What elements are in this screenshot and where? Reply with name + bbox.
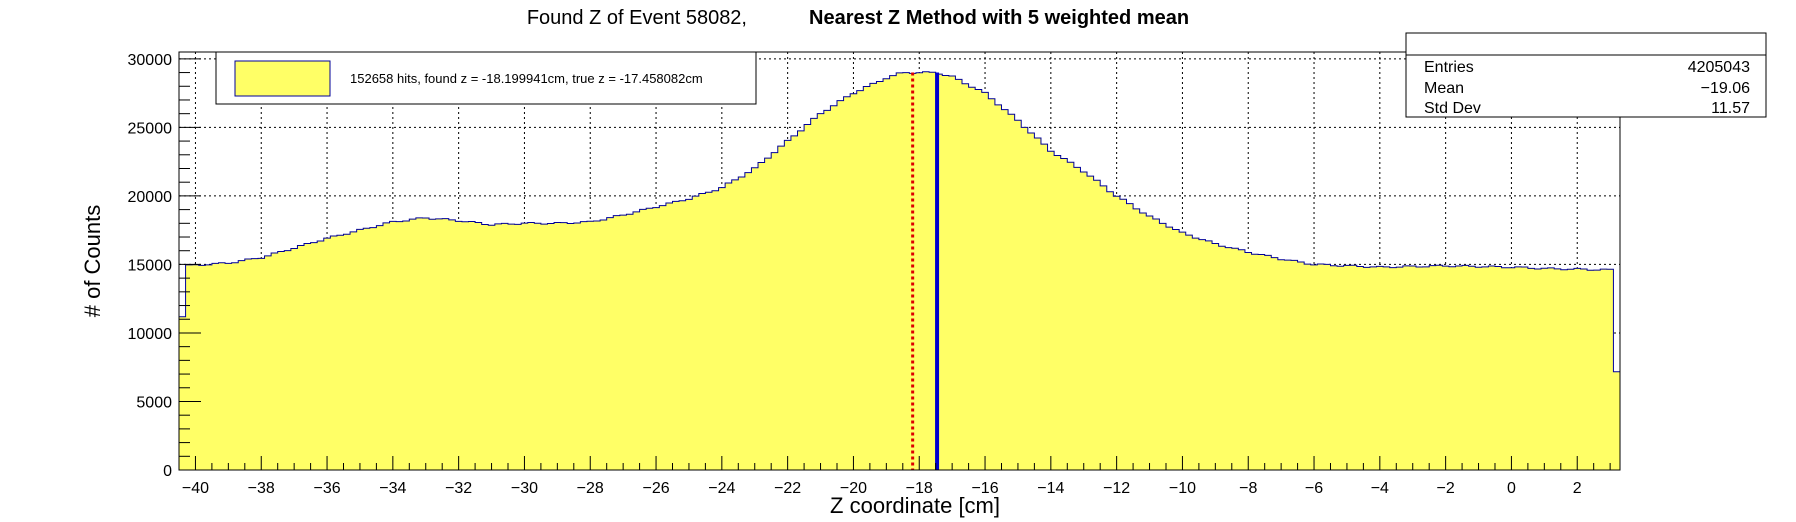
x-tick-label: −16 (971, 480, 998, 497)
x-tick-label: −12 (1103, 480, 1130, 497)
x-tick-label: −2 (1437, 480, 1455, 497)
x-tick-label: −28 (577, 480, 604, 497)
x-tick-label: −34 (379, 480, 406, 497)
x-tick-label: −30 (511, 480, 538, 497)
x-tick-label: −26 (642, 480, 669, 497)
legend-text: 152658 hits, found z = -18.199941cm, tru… (350, 71, 703, 86)
stats-box: Entries 4205043 Mean −19.06 Std Dev 11.5… (1405, 32, 1767, 118)
x-tick-label: −36 (313, 480, 340, 497)
stats-entries-value: 4205043 (1688, 59, 1750, 76)
x-tick-label: −8 (1239, 480, 1257, 497)
legend-box: 152658 hits, found z = -18.199941cm, tru… (215, 51, 757, 105)
stats-mean-label: Mean (1424, 80, 1464, 97)
x-tick-label: −18 (906, 480, 933, 497)
x-axis: −40 −38 −36 −34 −32 −30 −28 −26 −24 −22 −20 −18 −16−… (178, 456, 1620, 497)
marker-lines (911, 72, 940, 470)
y-axis-label: # of Counts (80, 205, 105, 318)
y-tick-label: 10000 (128, 326, 173, 343)
y-tick-label: 0 (163, 463, 172, 480)
x-tick-label: −20 (840, 480, 867, 497)
x-tick-label: 0 (1507, 480, 1516, 497)
y-tick-label: 30000 (128, 52, 173, 69)
chart-title-part1: Found Z of Event 58082, (527, 7, 747, 29)
x-tick-label: −32 (445, 480, 472, 497)
chart-title-part2: Nearest Z Method with 5 weighted mean (809, 7, 1189, 29)
stats-mean-value: −19.06 (1701, 80, 1750, 97)
legend-swatch (234, 60, 331, 97)
stats-stddev-label: Std Dev (1424, 100, 1481, 117)
x-tick-label: −38 (248, 480, 275, 497)
x-axis-label: Z coordinate [cm] (830, 493, 1000, 518)
y-tick-label: 20000 (128, 189, 173, 206)
stats-stddev-value: 11.57 (1711, 100, 1750, 117)
histogram-bars (178, 71, 1621, 471)
stats-entries-label: Entries (1424, 59, 1474, 76)
x-tick-label: −24 (708, 480, 735, 497)
x-tick-label: −10 (1169, 480, 1196, 497)
histogram-area (178, 71, 1621, 471)
y-tick-label: 15000 (128, 257, 173, 274)
y-axis: 0 5000 10000 15000 20000 25000 30000 (128, 52, 201, 480)
x-tick-label: −22 (774, 480, 801, 497)
x-tick-label: 2 (1573, 480, 1582, 497)
x-tick-label: −4 (1371, 480, 1389, 497)
x-tick-label: −40 (182, 480, 209, 497)
y-tick-label: 5000 (136, 394, 172, 411)
x-tick-label: −14 (1037, 480, 1064, 497)
y-tick-label: 25000 (128, 120, 173, 137)
x-tick-label: −6 (1305, 480, 1323, 497)
